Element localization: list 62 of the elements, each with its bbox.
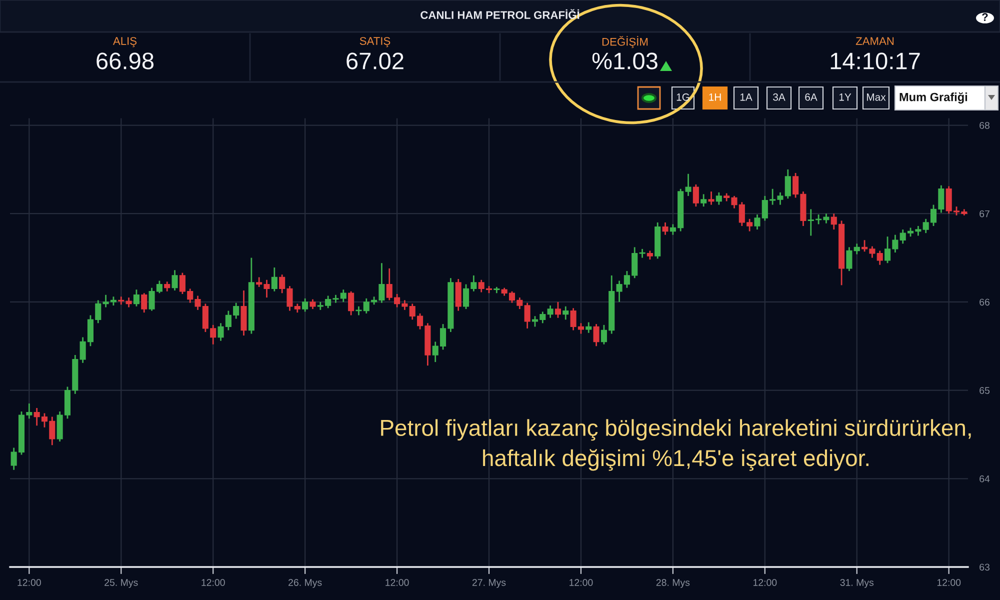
candlestick: [716, 192, 722, 206]
text: SATIŞ: [360, 37, 390, 48]
candlestick: [302, 298, 308, 312]
text: 1A: [740, 94, 752, 101]
candlestick: [692, 184, 699, 208]
candlestick: [340, 288, 346, 303]
text: Mum Grafiği: [900, 92, 968, 104]
candlestick: [141, 292, 148, 314]
text: DEĞİŞİM: [602, 36, 648, 48]
text: 66.98: [96, 52, 154, 70]
text: Max: [867, 94, 886, 101]
y-tick-label: 65: [980, 387, 990, 394]
y-tick-label: 63: [980, 564, 990, 571]
y-tick-label: 67: [980, 210, 990, 218]
candlestick: [310, 298, 316, 310]
candlestick: [708, 190, 714, 206]
candlestick: [348, 290, 354, 316]
x-tick-label: 27. Mys: [472, 579, 506, 588]
candlestick: [700, 193, 707, 208]
x-tick-label: 28. Mys: [656, 579, 690, 588]
candlestick: [547, 304, 554, 319]
x-tick-label: 12:00: [937, 579, 961, 586]
y-tick-label: 64: [980, 475, 990, 482]
text: 3A: [773, 93, 786, 101]
text: ZAMAN: [856, 37, 894, 45]
candlestick: [455, 278, 462, 312]
text: ?: [982, 13, 988, 21]
x-tick-label: 12:00: [202, 579, 225, 586]
x-tick-label: 12:00: [18, 579, 41, 586]
y-tick-label: 68: [980, 122, 990, 129]
candlestick: [854, 242, 860, 255]
x-tick-label: 26. Mys: [288, 579, 322, 588]
text: 6A: [805, 93, 818, 101]
text: 1Y: [839, 94, 852, 101]
chart-title: CANLI HAM PETROL GRAFİĞİ: [420, 9, 580, 19]
candlestick: [662, 222, 668, 236]
x-tick-label: 12:00: [753, 579, 777, 586]
text: 1H: [709, 94, 721, 101]
text: ALIŞ: [112, 37, 137, 48]
candlestick: [586, 322, 592, 334]
text: 67.02: [346, 52, 404, 70]
candlestick: [593, 323, 600, 347]
candlestick: [554, 301, 562, 319]
candlestick: [133, 288, 140, 308]
annotation: Petrol fiyatları kazanç bölgesindeki hareketini sürdürürken, haftalık değişimi %1,45'e işaret ediyor.: [381, 419, 971, 471]
candlestick: [524, 302, 530, 330]
candlestick: [126, 296, 132, 308]
candlestick: [271, 266, 278, 292]
text: 14:10:17: [830, 52, 920, 70]
candlestick: [876, 250, 883, 266]
x-tick-label: 12:00: [386, 579, 409, 586]
candlestick: [846, 246, 852, 272]
x-tick-label: 25. Mys: [104, 579, 138, 588]
candlestick: [240, 290, 247, 336]
x-tick-label: 31. Mys: [840, 579, 874, 588]
y-tick-label: 66: [980, 298, 990, 306]
text: 1G: [676, 93, 690, 101]
candlestick: [164, 280, 170, 292]
x-tick-label: 12:00: [570, 579, 593, 586]
candlestick: [172, 269, 178, 292]
candlestick: [562, 306, 569, 320]
text: %1.03: [592, 52, 658, 70]
